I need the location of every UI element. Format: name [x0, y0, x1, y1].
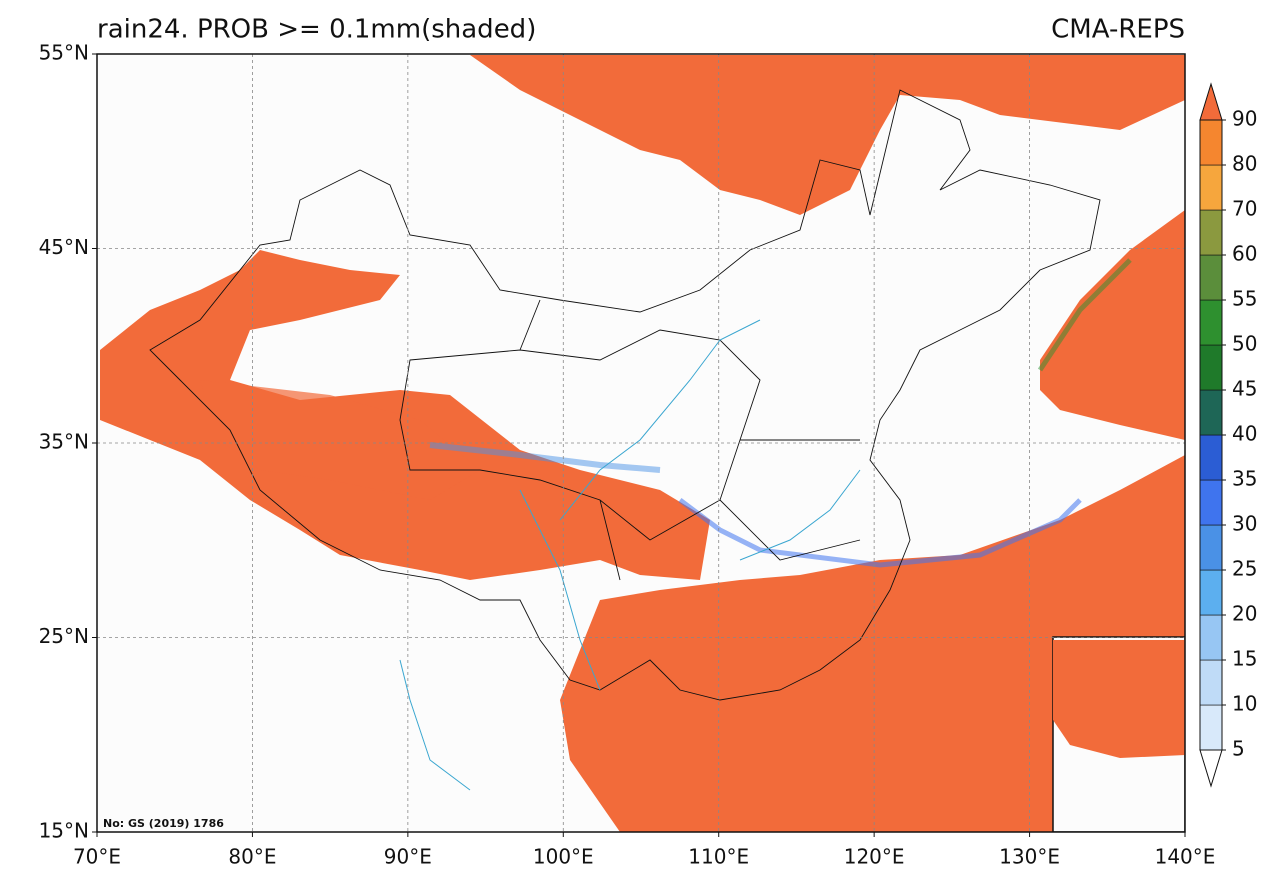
colorbar-bin: [1199, 614, 1223, 661]
colorbar-bin: [1199, 209, 1223, 256]
colorbar-label: 15: [1232, 647, 1257, 671]
colorbar-bin: [1199, 704, 1223, 751]
colorbar-bin: [1199, 164, 1223, 211]
colorbar-bin: [1199, 524, 1223, 571]
colorbar-extend-over: [1199, 82, 1223, 121]
y-tick-label: 15°N: [39, 819, 89, 843]
x-tick-label: 90°E: [384, 845, 432, 869]
y-tick-label: 55°N: [39, 41, 89, 65]
x-tick-label: 70°E: [73, 845, 121, 869]
y-tick-label: 25°N: [39, 624, 89, 648]
x-tick-label: 130°E: [999, 845, 1060, 869]
colorbar-label: 20: [1232, 602, 1257, 626]
map-approval-note: No: GS (2019) 1786: [103, 817, 224, 830]
colorbar-bin: [1199, 569, 1223, 616]
colorbar-bin: [1199, 344, 1223, 391]
colorbar-bin: [1199, 299, 1223, 346]
colorbar-bin: [1199, 434, 1223, 481]
colorbar-label: 40: [1232, 422, 1257, 446]
y-tick-label: 45°N: [39, 235, 89, 259]
province-border: [399, 299, 861, 581]
colorbar-label: 25: [1232, 557, 1257, 581]
x-tick-label: 120°E: [844, 845, 905, 869]
colorbar-label: 50: [1232, 332, 1257, 356]
country-border: [149, 89, 1101, 701]
colorbar-label: 35: [1232, 467, 1257, 491]
colorbar-label: 30: [1232, 512, 1257, 536]
x-tick-label: 110°E: [688, 845, 749, 869]
rain-area: [1053, 640, 1185, 758]
colorbar-bin: [1199, 119, 1223, 166]
colorbar-bin: [1199, 479, 1223, 526]
rain-area: [560, 455, 1185, 832]
colorbar-label: 45: [1232, 377, 1257, 401]
river: [399, 319, 861, 791]
colorbar-label: 60: [1232, 242, 1257, 266]
colorbar-label: 70: [1232, 197, 1257, 221]
rain-edge: [429, 442, 661, 473]
colorbar-label: 10: [1232, 692, 1257, 716]
colorbar-label: 55: [1232, 287, 1257, 311]
colorbar-bin: [1199, 389, 1223, 436]
colorbar-extend-under: [1199, 749, 1223, 788]
rain-shading: [100, 55, 1185, 832]
colorbar-label: 90: [1232, 107, 1257, 131]
colorbar-bin: [1199, 659, 1223, 706]
colorbar-label: 80: [1232, 152, 1257, 176]
rain-area: [470, 55, 1185, 215]
map-source: CMA-REPS: [1051, 15, 1185, 45]
x-tick-label: 100°E: [533, 845, 594, 869]
rain-edge: [678, 498, 1082, 568]
x-tick-label: 140°E: [1155, 845, 1216, 869]
colorbar-label: 5: [1232, 737, 1245, 761]
rain-edge: [1037, 258, 1132, 372]
rain-area: [100, 250, 710, 580]
y-tick-label: 35°N: [39, 430, 89, 454]
colorbar-bin: [1199, 254, 1223, 301]
rain-area: [1040, 210, 1185, 440]
map-title: rain24. PROB >= 0.1mm(shaded): [97, 15, 536, 45]
x-tick-label: 80°E: [228, 845, 276, 869]
